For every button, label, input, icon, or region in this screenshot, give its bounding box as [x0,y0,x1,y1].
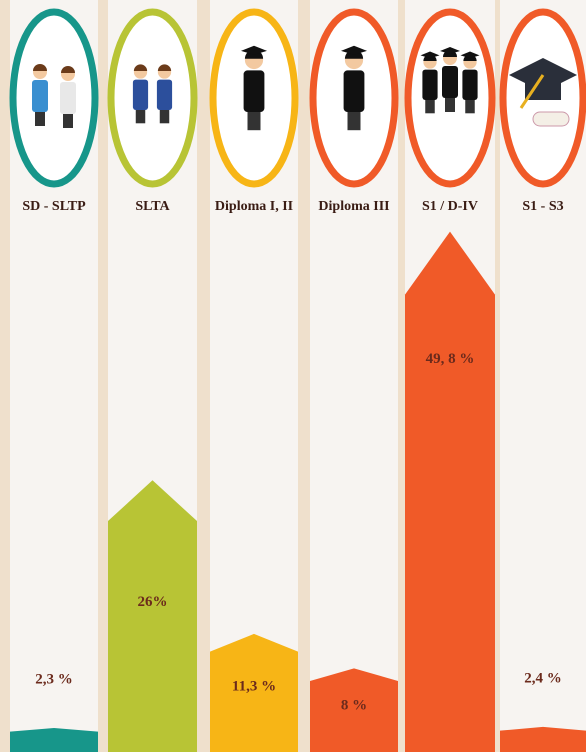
figure-body [32,80,48,112]
icon-ring [111,12,194,184]
figure-legs [160,110,170,123]
icon [213,12,295,184]
figure-body [422,70,437,100]
category-label: SD - SLTP [22,199,86,214]
bar [500,727,586,752]
category-label: SLTA [135,199,170,214]
icon [503,12,583,184]
category-label: S1 / D-IV [422,199,478,214]
figure-body [344,70,365,112]
value-label: 26% [138,594,168,610]
figure-body [157,80,172,110]
icon [408,12,492,184]
diploma [533,112,569,126]
figure-body [244,70,265,112]
chart: SD - SLTP 2,3 % SLTA 26% Diploma I, II 11,3 %… [0,0,586,752]
bar [10,728,98,752]
figure-legs [425,100,435,113]
figure-body [462,70,477,100]
value-label: 2,4 % [524,670,562,686]
figure-body [442,66,458,98]
figure-legs [465,100,475,113]
value-label: 2,3 % [35,671,73,687]
category-label: Diploma III [318,199,389,214]
value-label: 49, 8 % [426,351,475,367]
figure-legs [136,110,146,123]
cap-base [525,82,561,100]
bar [405,232,495,752]
figure-legs [348,112,361,130]
value-label: 11,3 % [232,678,276,694]
figure-legs [445,98,455,112]
category-label: Diploma I, II [215,199,293,214]
figure-legs [35,112,45,126]
value-label: 8 % [341,697,367,713]
figure-legs [248,112,261,130]
figure-body [60,82,76,114]
icon [13,12,95,184]
figure-legs [63,114,73,128]
icon-ring [13,12,95,184]
bar [108,480,197,752]
figure-body [133,80,148,110]
category-label: S1 - S3 [522,199,563,214]
page: SD - SLTP 2,3 % SLTA 26% Diploma I, II 11,3 %… [0,0,586,752]
icon [313,12,395,184]
icon [111,12,194,184]
